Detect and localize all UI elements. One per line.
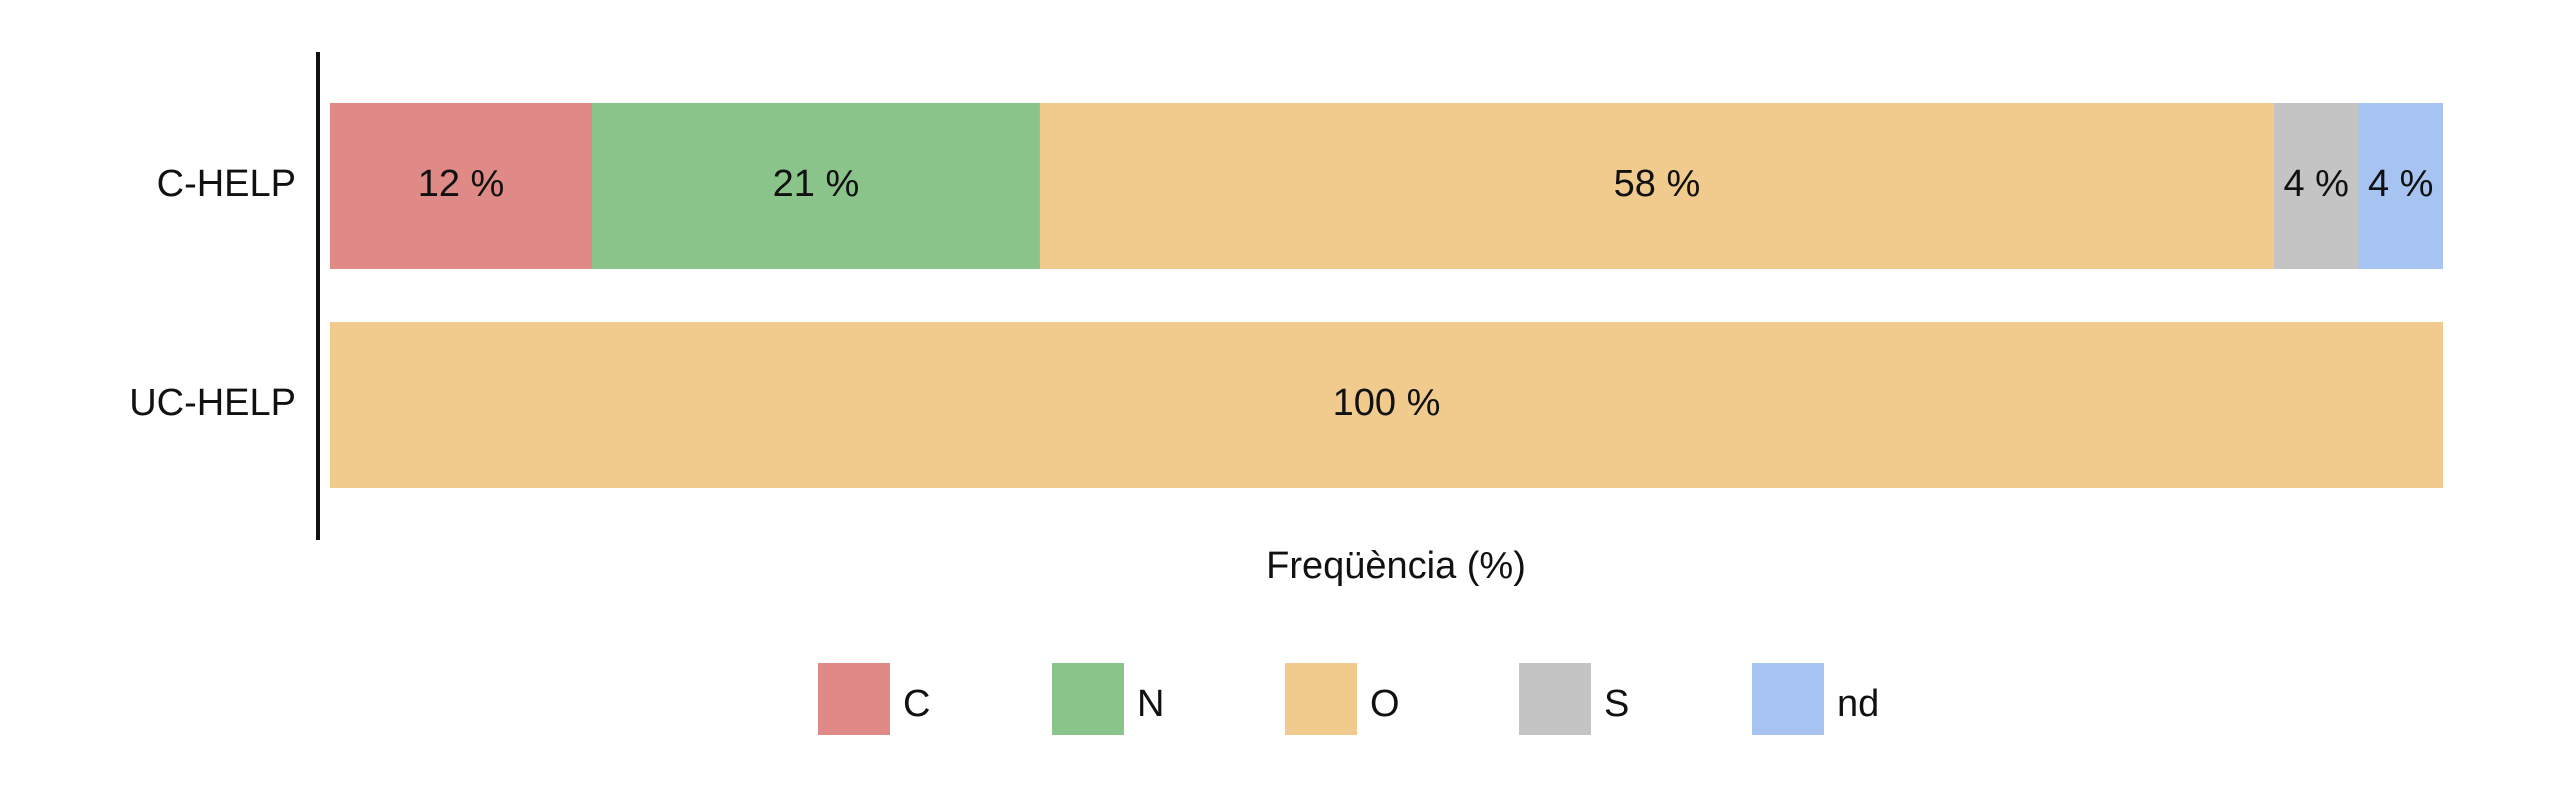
bar-segment <box>592 103 1040 269</box>
bar-segment <box>1039 103 2274 269</box>
legend-swatch <box>1285 663 1357 735</box>
bar-segment <box>330 322 2443 488</box>
data-label: 4 % <box>2368 163 2433 205</box>
legend-swatch <box>1052 663 1124 735</box>
legend-swatch <box>818 663 890 735</box>
legend-label: O <box>1370 683 1400 725</box>
legend-label: S <box>1604 683 1629 725</box>
x-axis-label: Freqüència (%) <box>1266 545 1526 587</box>
legend-label: nd <box>1837 683 1879 725</box>
legend-swatch <box>1519 663 1591 735</box>
y-tick-label: UC-HELP <box>129 382 296 424</box>
legend-swatch <box>1752 663 1824 735</box>
data-label: 100 % <box>1333 382 1441 424</box>
legend-label: C <box>903 683 930 725</box>
data-label: 12 % <box>418 163 505 205</box>
legend-label: N <box>1137 683 1164 725</box>
data-label: 21 % <box>773 163 860 205</box>
data-label: 4 % <box>2283 163 2348 205</box>
bar-segment <box>2273 103 2359 269</box>
bar-segment <box>2358 103 2443 269</box>
y-tick-label: C-HELP <box>157 163 296 205</box>
bar-segment <box>330 103 593 269</box>
data-label: 58 % <box>1614 163 1701 205</box>
